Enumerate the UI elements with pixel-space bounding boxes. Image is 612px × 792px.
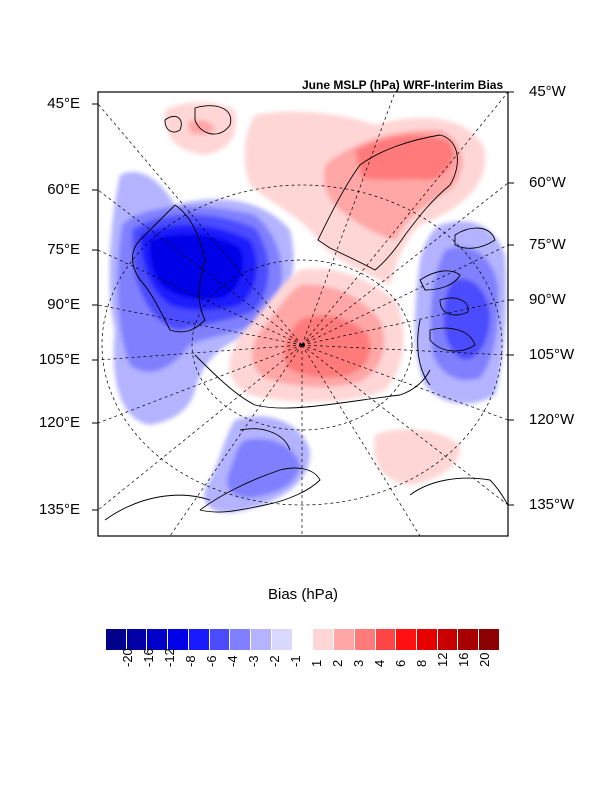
right-label-60w: 60°W — [529, 174, 566, 191]
colorbar-box-neg-1 — [271, 629, 293, 650]
right-label-135w: 135°W — [529, 496, 575, 513]
colorbar-label: Bias (hPa) — [268, 586, 339, 603]
right-label-105w: 105°W — [529, 346, 575, 363]
negative-anomaly-pacific — [204, 416, 311, 513]
colorbar — [106, 629, 500, 650]
tick-pos-1: 1 — [309, 659, 324, 667]
tick-neg-12: -12 — [162, 648, 177, 667]
left-label-120e: 120°E — [38, 414, 80, 431]
tick-pos-6: 6 — [393, 659, 408, 667]
left-label-60e: 60°E — [47, 181, 80, 198]
colorbar-box-pos-12 — [437, 629, 459, 650]
colorbar-box-neg-6 — [188, 629, 210, 650]
colorbar-box-neg-4 — [209, 629, 231, 650]
colorbar-box-neg-2 — [251, 629, 272, 650]
right-label-45w: 45°W — [529, 83, 566, 100]
right-label-120w: 120°W — [529, 411, 575, 428]
map-title: June MSLP (hPa) WRF-Interim Bias — [302, 78, 504, 92]
right-label-90w: 90°W — [529, 291, 566, 308]
tick-pos-8: 8 — [414, 659, 429, 667]
left-label-75e: 75°E — [47, 241, 80, 258]
tick-neg-2: -2 — [267, 655, 282, 667]
tick-pos-2: 2 — [330, 659, 345, 667]
negative-anomaly-canada — [415, 221, 507, 404]
colorbar-box-pos-6 — [396, 629, 418, 650]
colorbar-box-neg-3 — [230, 629, 252, 650]
tick-neg-8: -8 — [183, 655, 198, 667]
positive-anomaly-greenland — [244, 111, 486, 285]
colorbar-box-pos-4 — [375, 629, 397, 650]
tick-neg-6: -6 — [204, 655, 219, 667]
tick-neg-3: -3 — [246, 655, 261, 667]
colorbar-box-pos-2 — [334, 629, 355, 650]
left-label-105e: 105°E — [38, 351, 80, 368]
tick-pos-4: 4 — [372, 659, 387, 667]
left-label-45e: 45°E — [47, 95, 80, 112]
tick-neg-1: -1 — [288, 655, 303, 667]
colorbar-box-pos-20 — [479, 629, 500, 650]
tick-pos-20: 20 — [477, 652, 492, 667]
colorbar-box-pos-16 — [458, 629, 480, 650]
right-label-75w: 75°W — [529, 236, 566, 253]
colorbar-box-pos-1 — [313, 629, 335, 650]
left-label-90e: 90°E — [47, 296, 80, 313]
tick-pos-3: 3 — [351, 659, 366, 667]
colorbar-box-neg-8 — [168, 629, 189, 650]
coastlines — [104, 105, 508, 521]
tick-neg-16: -16 — [141, 648, 156, 667]
colorbar-box-neg-16 — [126, 629, 148, 650]
negative-anomaly-eurasia — [109, 171, 294, 425]
tick-pos-12: 12 — [435, 652, 450, 667]
positive-anomaly-alaska — [374, 429, 461, 485]
left-label-135e: 135°E — [38, 501, 80, 518]
map-frame — [97, 91, 509, 537]
tick-pos-16: 16 — [456, 652, 471, 667]
tick-neg-20: -20 — [120, 648, 135, 667]
colorbar-box-pos-3 — [354, 629, 376, 650]
colorbar-box-neg-20 — [106, 629, 127, 650]
colorbar-box-neg-12 — [147, 629, 169, 650]
colorbar-box-zero — [292, 629, 314, 650]
tick-neg-4: -4 — [225, 655, 240, 667]
colorbar-box-pos-8 — [417, 629, 438, 650]
